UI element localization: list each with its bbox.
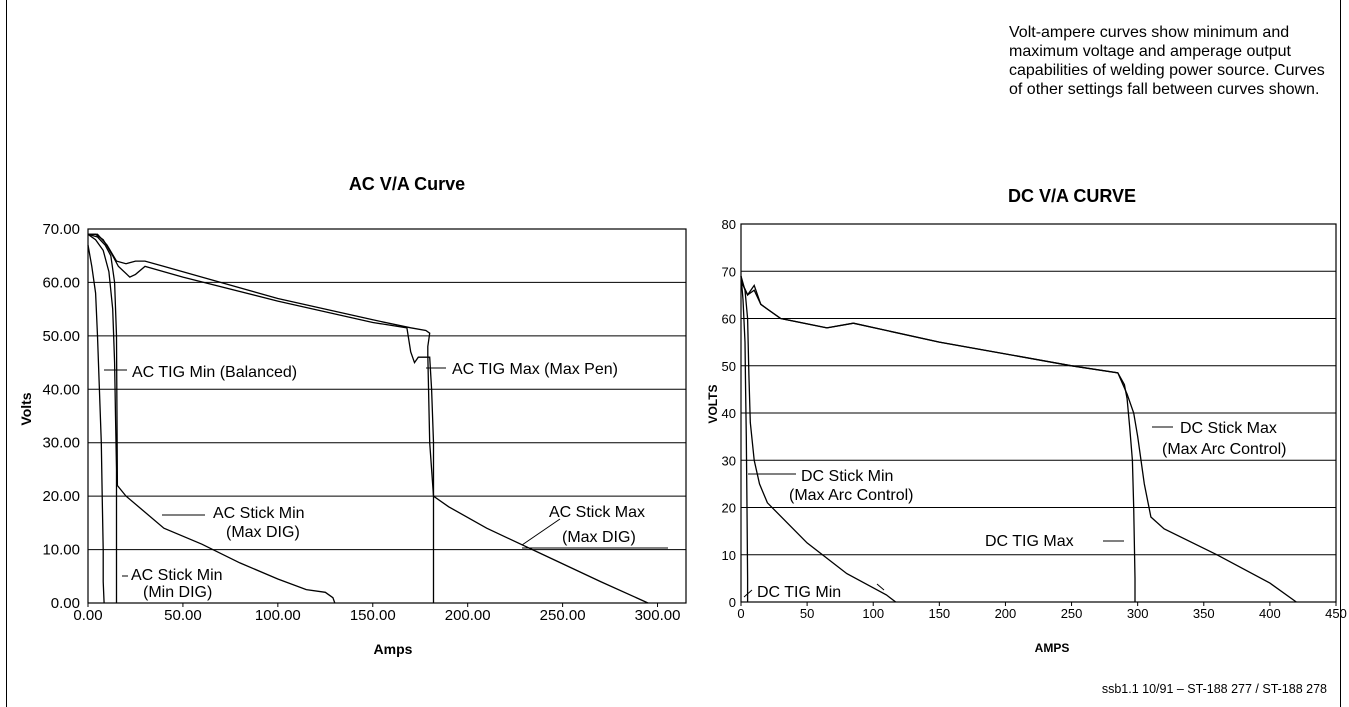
y-tick-label: 10.00	[42, 542, 80, 559]
x-tick-label: 350	[1193, 606, 1215, 621]
x-tick-label: 450	[1325, 606, 1347, 621]
series-line-ac-stick-min-max-dig	[87, 233, 336, 604]
description-note: Volt-ampere curves show minimum and maxi…	[1009, 24, 1325, 98]
x-tick-label: 400	[1259, 606, 1281, 621]
x-tick-label: 150.00	[350, 607, 396, 624]
series-line-dc-stick-min-max-arc-control	[740, 275, 897, 603]
y-tick-label: 40	[722, 406, 736, 421]
annotation-dc-stick-min: DC Stick Min	[801, 468, 893, 485]
y-tick-label: 20.00	[42, 488, 80, 505]
annotation-dc-tig-max: DC TIG Max	[985, 533, 1074, 550]
y-tick-label: 80	[722, 217, 736, 232]
x-tick-label: 100	[862, 606, 884, 621]
y-tick-label: 70	[722, 264, 736, 279]
y-tick-label: 0	[729, 595, 736, 610]
annotation-dc-tig-min: DC TIG Min	[757, 584, 841, 601]
x-tick-label: 100.00	[255, 607, 301, 624]
annotation-ac-tig-max: AC TIG Max (Max Pen)	[452, 361, 618, 378]
y-tick-label: 30.00	[42, 435, 80, 452]
annotation-dc-stick-max: DC Stick Max	[1180, 420, 1277, 437]
y-tick-label: 50.00	[42, 328, 80, 345]
chart-title: DC V/A CURVE	[1008, 186, 1136, 206]
series-line-dc-stick-max-max-arc-control	[740, 280, 1297, 603]
annotation-dc-stick-max-2: (Max Arc Control)	[1162, 441, 1286, 458]
x-tick-label: 200	[995, 606, 1017, 621]
document-reference: ssb1.1 10/91 – ST-188 277 / ST-188 278	[1101, 682, 1327, 696]
series-line-ac-tig-min-balanced	[87, 244, 105, 604]
series-line-ac-stick-max-max-dig	[88, 233, 649, 604]
annotation-ac-stick-min-min-dig: AC Stick Min	[131, 567, 223, 584]
x-axis-label: AMPS	[1035, 641, 1070, 655]
annotation-ac-stick-min-max-dig: AC Stick Min	[213, 505, 305, 522]
y-axis-label: Volts	[18, 392, 34, 425]
x-tick-label: 50.00	[164, 607, 202, 624]
y-axis-label: VOLTS	[706, 384, 720, 423]
annotation-dc-stick-min-2: (Max Arc Control)	[789, 487, 913, 504]
y-tick-label: 20	[722, 501, 736, 516]
annotation-ac-stick-min-min-dig-2: (Min DIG)	[143, 584, 212, 601]
annotation-ac-stick-max-2: (Max DIG)	[562, 529, 636, 546]
y-tick-label: 30	[722, 453, 736, 468]
annotation-ac-stick-max: AC Stick Max	[549, 504, 645, 521]
x-axis-label: Amps	[374, 641, 413, 657]
y-tick-label: 50	[722, 359, 736, 374]
y-tick-label: 60	[722, 312, 736, 327]
chart-title: AC V/A Curve	[349, 174, 465, 194]
series-line-ac-stick-min-min-dig	[87, 233, 118, 603]
series-line-dc-tig-max	[740, 280, 1136, 602]
series-line-dc-tig-min	[740, 275, 749, 602]
series-line-ac-tig-max-max-pen	[88, 233, 435, 603]
x-tick-label: 200.00	[445, 607, 491, 624]
x-tick-label: 0	[737, 606, 744, 621]
page-frame	[6, 0, 1341, 707]
x-tick-label: 300	[1127, 606, 1149, 621]
x-tick-label: 250	[1061, 606, 1083, 621]
y-tick-label: 40.00	[42, 381, 80, 398]
x-tick-label: 50	[800, 606, 814, 621]
y-tick-label: 0.00	[51, 595, 80, 612]
y-tick-label: 10	[722, 548, 736, 563]
x-tick-label: 0.00	[73, 607, 102, 624]
x-tick-label: 150	[928, 606, 950, 621]
x-tick-label: 300.00	[635, 607, 681, 624]
y-tick-label: 70.00	[42, 221, 80, 238]
annotation-ac-tig-min: AC TIG Min (Balanced)	[132, 364, 297, 381]
x-tick-label: 250.00	[540, 607, 586, 624]
annotation-ac-stick-min-max-dig-2: (Max DIG)	[226, 524, 300, 541]
y-tick-label: 60.00	[42, 274, 80, 291]
